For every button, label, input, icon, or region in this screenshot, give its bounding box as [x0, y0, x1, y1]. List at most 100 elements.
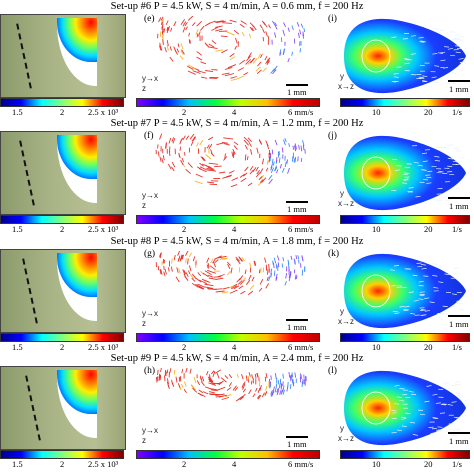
- velocity-vector: [189, 39, 191, 44]
- vorticity-vector: [412, 274, 418, 277]
- vorticity-vector: [419, 41, 425, 43]
- temperature-colorbar: [0, 450, 124, 459]
- velocity-vector: [252, 167, 257, 172]
- velocity-vector: [271, 158, 274, 164]
- velocity-colorbar: [136, 450, 320, 459]
- colorbar-tick: 6 mm/s: [288, 224, 314, 234]
- velocity-vector: [294, 372, 297, 378]
- velocity-vector: [263, 21, 268, 28]
- vorticity-vector: [419, 291, 425, 293]
- colorbar-tick: 2: [60, 342, 65, 352]
- velocity-vector: [192, 70, 201, 74]
- velocity-vector: [242, 385, 245, 390]
- velocity-vector: [256, 372, 259, 378]
- vorticity-vector: [447, 171, 453, 173]
- velocity-vector: [273, 65, 278, 72]
- velocity-vector: [226, 386, 232, 391]
- colorbar-tick: 2: [60, 459, 65, 469]
- velocity-vector: [161, 23, 164, 29]
- velocity-vector: [209, 378, 213, 383]
- velocity-vector: [270, 68, 276, 74]
- velocity-vector: [191, 277, 196, 282]
- velocity-vector: [214, 259, 219, 264]
- row-header: Set-up #6 P = 4.5 kW, S = 4 m/min, A = 0…: [110, 1, 364, 12]
- velocity-vector: [288, 276, 291, 282]
- velocity-vector: [260, 174, 265, 180]
- velocity-vector: [300, 145, 303, 152]
- velocity-vector: [288, 143, 291, 148]
- velocity-vector: [249, 166, 254, 171]
- velocity-vector: [197, 70, 206, 74]
- velocity-vector: [279, 163, 282, 169]
- velocity-vector: [184, 22, 188, 27]
- velocity-vector: [196, 51, 202, 56]
- velocity-vector: [249, 26, 254, 31]
- velocity-vector: [185, 169, 192, 175]
- velocity-vector: [172, 137, 176, 144]
- panel-label: (h): [144, 366, 156, 376]
- velocity-vector: [210, 370, 215, 375]
- velocity-vector: [274, 32, 277, 38]
- velocity-vector: [227, 263, 231, 269]
- colorbar-tick: 2: [182, 224, 187, 234]
- velocity-vector: [220, 35, 228, 38]
- velocity-vector: [234, 45, 238, 50]
- velocity-vector: [228, 382, 232, 387]
- row-header: Set-up #8 P = 4.5 kW, S = 4 m/min, A = 1…: [110, 236, 364, 247]
- velocity-vector: [234, 386, 239, 392]
- vorticity-vector: [401, 425, 407, 428]
- vorticity-vector: [394, 312, 400, 314]
- velocity-vector: [266, 57, 271, 64]
- velocity-vector: [204, 42, 210, 48]
- vorticity-vector: [458, 58, 464, 60]
- velocity-vector: [222, 22, 232, 24]
- scale-bar: [286, 319, 308, 321]
- velocity-vector: [272, 161, 275, 166]
- velocity-vector: [255, 387, 258, 392]
- vorticity-vector: [455, 51, 461, 54]
- vorticity-vector: [421, 169, 427, 171]
- scale-bar-label: 1 mm: [449, 436, 469, 446]
- axes-indicator: y→x: [142, 426, 158, 435]
- velocity-vector: [279, 49, 282, 55]
- velocity-vector: [208, 382, 216, 386]
- velocity-vector: [207, 181, 215, 184]
- velocity-vector: [232, 385, 237, 391]
- velocity-vector: [258, 176, 263, 181]
- velocity-vector: [177, 43, 180, 48]
- colorbar-tick: 6 mm/s: [288, 342, 314, 352]
- vorticity-vector: [444, 273, 450, 276]
- vorticity-vector: [432, 417, 438, 419]
- velocity-vector: [226, 261, 231, 266]
- velocity-vector: [266, 159, 269, 165]
- velocity-vector: [233, 29, 240, 35]
- velocity-vector: [253, 260, 256, 267]
- velocity-vector: [298, 32, 300, 39]
- velocity-vector: [198, 389, 204, 394]
- velocity-vector: [258, 381, 261, 387]
- vorticity-vector: [421, 314, 427, 317]
- velocity-vector: [300, 23, 304, 28]
- vorticity-vector: [409, 421, 416, 424]
- velocity-vector: [265, 31, 268, 37]
- velocity-vector: [194, 180, 203, 185]
- velocity-vector: [287, 167, 290, 174]
- velocity-vector: [201, 156, 206, 161]
- figure-row: Set-up #7 P = 4.5 kW, S = 4 m/min, A = 1…: [0, 117, 474, 235]
- velocity-vector: [258, 269, 261, 274]
- velocity-vector: [221, 49, 228, 54]
- velocity-vector: [160, 268, 163, 275]
- colorbar-tick: 2: [60, 224, 65, 234]
- vorticity-vector: [447, 47, 454, 50]
- velocity-vector: [247, 290, 254, 296]
- velocity-vector: [200, 76, 208, 79]
- axes-indicator: y: [340, 424, 344, 433]
- velocity-vector: [283, 22, 287, 27]
- vorticity-vector: [420, 264, 426, 266]
- vorticity-vector: [401, 418, 407, 420]
- velocity-vector: [288, 273, 291, 279]
- velocity-vector: [243, 381, 246, 386]
- colorbar-tick: 1.5: [12, 107, 23, 117]
- velocity-vector: [265, 385, 268, 391]
- vorticity-vector: [457, 69, 463, 71]
